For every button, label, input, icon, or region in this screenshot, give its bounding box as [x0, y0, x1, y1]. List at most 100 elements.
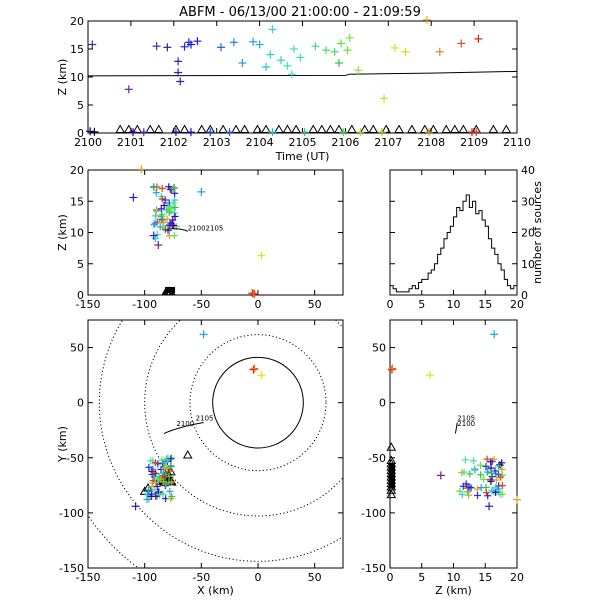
station-triangle: [252, 124, 263, 133]
plan-view-panel: -150 -100 -50 0 50 -150 -100 -50 0 50 X (km) Y (km)…: [56, 319, 344, 597]
x-tick-label: 20: [510, 298, 524, 311]
range-ring: [98, 320, 343, 562]
station-triangle: [282, 124, 293, 133]
y-tick-label: -100: [59, 507, 84, 520]
station-triangle: [261, 124, 271, 133]
station-triangle: [501, 124, 512, 133]
x-tick-label: 2101: [117, 136, 145, 149]
x-tick-label: -50: [192, 298, 210, 311]
figure-title: ABFM - 06/13/00 21:00:00 - 21:09:59: [179, 5, 421, 20]
station-triangle: [458, 124, 469, 133]
y-tick-label: 20: [70, 164, 84, 177]
x-tick-label: 15: [478, 298, 492, 311]
station-triangle: [231, 124, 241, 133]
y-axis-label: Y (km): [56, 426, 69, 463]
time-height-panel: 2100 2101 2102 2103 2104 2105 2106 2107 2108 2109…: [56, 15, 531, 163]
y-tick-label: 30: [521, 195, 535, 208]
y-tick-label: 20: [70, 15, 84, 28]
y-tick-label: -150: [361, 562, 386, 575]
station-triangle: [308, 124, 319, 133]
station-column: [389, 463, 395, 489]
y-tick-label: -150: [59, 562, 84, 575]
flash-label: 2105: [457, 414, 475, 422]
y-tick-label: 0: [77, 397, 84, 410]
histogram-steps: [389, 194, 518, 295]
y-tick-label: 10: [70, 227, 84, 240]
y-tick-label: 15: [70, 43, 84, 56]
x-tick-label: 2105: [289, 136, 317, 149]
trend-line: [87, 70, 518, 77]
station-triangle: [291, 124, 301, 133]
flash-label: 2100: [457, 420, 475, 428]
x-tick-label: 0: [255, 298, 262, 311]
x-tick-label: -100: [132, 571, 157, 584]
x-tick-label: -150: [76, 298, 101, 311]
y-axis-label: number of sources: [531, 181, 544, 284]
y-tick-label: 0: [379, 397, 386, 410]
x-tick-label: 15: [478, 571, 492, 584]
y-tick-label: 20: [521, 227, 535, 240]
station-triangle: [407, 124, 417, 133]
plot-frame: [389, 319, 518, 569]
x-tick-label: 10: [447, 571, 461, 584]
range-rings: [88, 320, 343, 568]
x-tick-label: 10: [447, 298, 461, 311]
y-tick-label: -50: [368, 452, 386, 465]
plot-frame: [87, 20, 518, 134]
x-axis-label: Z (km): [435, 584, 472, 597]
station-triangle: [419, 124, 430, 133]
y-tick-label: 50: [372, 342, 386, 355]
x-tick-label: 2104: [246, 136, 274, 149]
x-tick-label: 0: [387, 571, 394, 584]
y-tick-label: 0: [77, 127, 84, 140]
station-triangle: [386, 489, 397, 499]
x-tick-label: -100: [132, 298, 157, 311]
station-triangle: [182, 449, 193, 459]
y-tick-label: 15: [70, 195, 84, 208]
y-tick-label: 0: [521, 289, 528, 302]
x-tick-label: 2100: [74, 136, 102, 149]
station-triangle: [359, 124, 370, 133]
y-axis-label: Z (km): [56, 214, 69, 251]
flash-label: 21002105: [188, 225, 224, 233]
y-tick-label: -50: [66, 452, 84, 465]
x-tick-label: -50: [192, 571, 210, 584]
x-tick-label: 2106: [331, 136, 359, 149]
station-triangle: [386, 442, 397, 451]
station-triangle: [386, 485, 397, 494]
flash-track: [167, 228, 188, 232]
x-tick-label: 2102: [160, 136, 188, 149]
y-tick-label: 10: [521, 258, 535, 271]
station-triangle: [218, 124, 228, 133]
range-ring: [88, 514, 140, 568]
station-triangle: [239, 124, 250, 133]
y-tick-label: 5: [77, 99, 84, 112]
x-tick-label: 0: [387, 298, 394, 311]
y-tick-label: 10: [70, 71, 84, 84]
x-height-panel: -150 -100 -50 0 50 0 5 10 15 20 Z (km) 21002105: [56, 164, 344, 311]
y-tick-label: 5: [77, 258, 84, 271]
station-triangle: [334, 124, 344, 133]
x-tick-label: 5: [418, 298, 425, 311]
y-tick-label: 50: [70, 342, 84, 355]
station-triangle: [316, 124, 327, 133]
station-triangle: [196, 124, 207, 133]
x-tick-label: 2108: [417, 136, 445, 149]
x-axis-label: Time (UT): [275, 150, 330, 163]
x-tick-label: 0: [255, 571, 262, 584]
x-tick-label: 2107: [374, 136, 402, 149]
range-ring: [189, 334, 327, 472]
station-triangle: [394, 124, 404, 133]
x-tick-label: 2110: [503, 136, 531, 149]
flash-label: 2105: [196, 414, 214, 422]
station-triangle: [325, 124, 336, 133]
plot-frame: [389, 169, 518, 296]
station-triangle: [132, 124, 143, 133]
station-triangle: [123, 124, 134, 133]
station-triangle: [449, 124, 460, 133]
station-triangle: [145, 124, 156, 133]
station-triangle: [441, 124, 452, 133]
